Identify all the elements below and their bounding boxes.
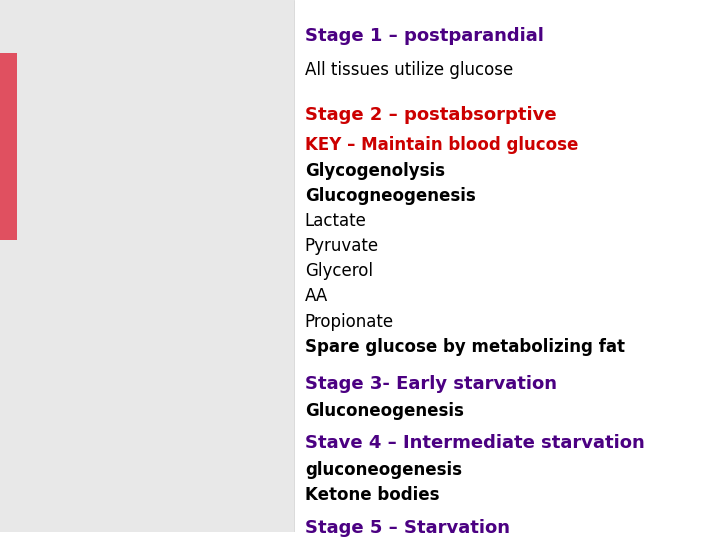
Bar: [0, 0, 294, 532]
Text: KEY – Maintain blood glucose: KEY – Maintain blood glucose: [305, 136, 578, 154]
Text: Pyruvate: Pyruvate: [305, 238, 379, 255]
Bar: [0, 53, 17, 240]
Text: Propionate: Propionate: [305, 313, 394, 330]
Text: Stage 3- Early starvation: Stage 3- Early starvation: [305, 375, 557, 393]
Text: Gluconeogenesis: Gluconeogenesis: [305, 402, 464, 420]
Text: Stave 4 – Intermediate starvation: Stave 4 – Intermediate starvation: [305, 434, 644, 452]
Text: Lactate: Lactate: [305, 212, 366, 231]
Text: gluconeogenesis: gluconeogenesis: [305, 461, 462, 478]
Text: Glucogneogenesis: Glucogneogenesis: [305, 187, 475, 205]
Text: Glycogenolysis: Glycogenolysis: [305, 163, 445, 180]
Text: All tissues utilize glucose: All tissues utilize glucose: [305, 61, 513, 79]
Text: Spare glucose by metabolizing fat: Spare glucose by metabolizing fat: [305, 338, 625, 355]
Text: Stage 1 – postparandial: Stage 1 – postparandial: [305, 26, 544, 45]
Text: Stage 5 – Starvation: Stage 5 – Starvation: [305, 519, 510, 537]
Text: AA: AA: [305, 287, 328, 306]
Text: Ketone bodies: Ketone bodies: [305, 485, 439, 503]
Text: Glycerol: Glycerol: [305, 262, 373, 280]
Text: Stage 2 – postabsorptive: Stage 2 – postabsorptive: [305, 106, 557, 125]
